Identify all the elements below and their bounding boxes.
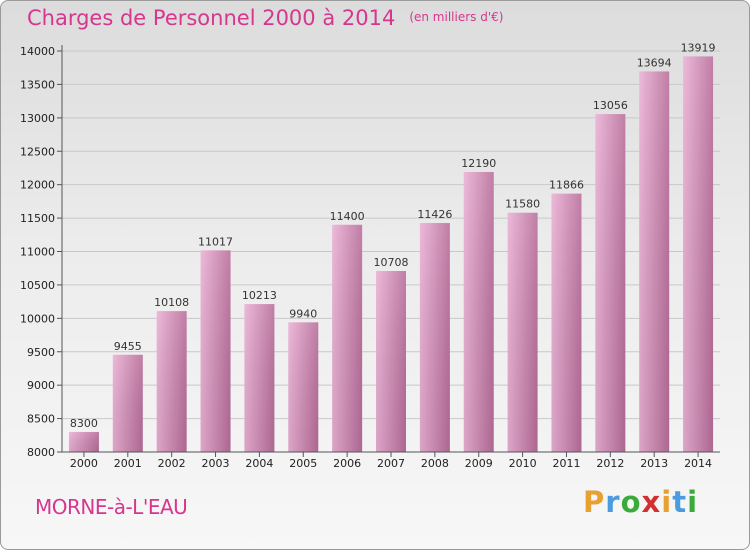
y-tick-label: 9500 <box>27 346 55 359</box>
bar-shade <box>595 114 626 452</box>
chart-unit: (en milliers d'€) <box>409 10 504 24</box>
x-tick-label: 2001 <box>114 457 142 470</box>
bar-shade <box>68 431 99 452</box>
bar-shade <box>683 56 714 452</box>
data-label: 13694 <box>637 56 672 69</box>
bar-shade <box>332 224 363 452</box>
data-label: 9940 <box>289 307 317 320</box>
data-label: 11580 <box>505 198 540 211</box>
x-tick-label: 2009 <box>465 457 493 470</box>
x-tick-label: 2012 <box>596 457 624 470</box>
x-tick-label: 2011 <box>552 457 580 470</box>
y-tick-label: 10500 <box>20 279 55 292</box>
y-tick-label: 8500 <box>27 413 55 426</box>
bar-shade <box>288 322 319 452</box>
x-tick-label: 2003 <box>202 457 230 470</box>
bars: 8300 9455 10108 11017 10213 9940 11400 10708 114… <box>68 41 716 453</box>
x-tick-label: 2007 <box>377 457 405 470</box>
y-tick-label: 11500 <box>20 212 55 225</box>
data-label: 10213 <box>242 289 277 302</box>
y-tick-label: 13500 <box>20 78 55 91</box>
bar-shade <box>200 250 231 452</box>
data-label: 10108 <box>154 296 189 309</box>
bar-shade <box>376 271 406 452</box>
y-tick-label: 9000 <box>27 379 55 392</box>
y-tick-label: 14000 <box>20 45 55 58</box>
data-label: 8300 <box>70 417 98 430</box>
y-tick-label: 12500 <box>20 145 55 158</box>
data-label: 11426 <box>417 208 452 221</box>
bar-shade <box>112 354 143 452</box>
data-label: 11017 <box>198 235 233 248</box>
x-tick-label: 2013 <box>640 457 668 470</box>
chart-title: Charges de Personnel 2000 à 2014 (en mill… <box>27 6 503 30</box>
y-tick-label: 13000 <box>20 112 55 125</box>
bar-shade <box>639 71 670 453</box>
data-label: 11400 <box>330 210 365 223</box>
x-tick-label: 2002 <box>158 457 186 470</box>
data-label: 11866 <box>549 179 584 192</box>
x-tick-label: 2006 <box>333 457 361 470</box>
axes: 8000 8500 9000 9500 10000 10500 11000 11500 1200… <box>20 45 720 470</box>
bar-shade <box>463 171 494 453</box>
commune-name: MORNE-à-L'EAU <box>35 495 188 519</box>
y-tick-label: 8000 <box>27 446 55 459</box>
bar-shade <box>156 311 187 452</box>
chart-title-text: Charges de Personnel 2000 à 2014 <box>27 6 396 30</box>
proxiti-logo[interactable]: Proxiti <box>583 485 699 519</box>
bar-shade <box>551 193 582 453</box>
bar-shade <box>507 212 538 452</box>
x-tick-label: 2010 <box>509 457 537 470</box>
x-tick-label: 2000 <box>70 457 98 470</box>
bar-shade <box>244 304 275 452</box>
x-tick-label: 2004 <box>245 457 273 470</box>
y-tick-label: 12000 <box>20 179 55 192</box>
data-label: 9455 <box>114 340 142 353</box>
data-label: 10708 <box>374 256 409 269</box>
y-tick-label: 11000 <box>20 246 55 259</box>
x-tick-label: 2014 <box>684 457 712 470</box>
y-tick-label: 10000 <box>20 312 55 325</box>
x-tick-label: 2005 <box>289 457 317 470</box>
data-label: 12190 <box>461 157 496 170</box>
bar-shade <box>419 223 450 452</box>
data-label: 13919 <box>681 41 716 54</box>
data-label: 13056 <box>593 99 628 112</box>
x-tick-label: 2008 <box>421 457 449 470</box>
